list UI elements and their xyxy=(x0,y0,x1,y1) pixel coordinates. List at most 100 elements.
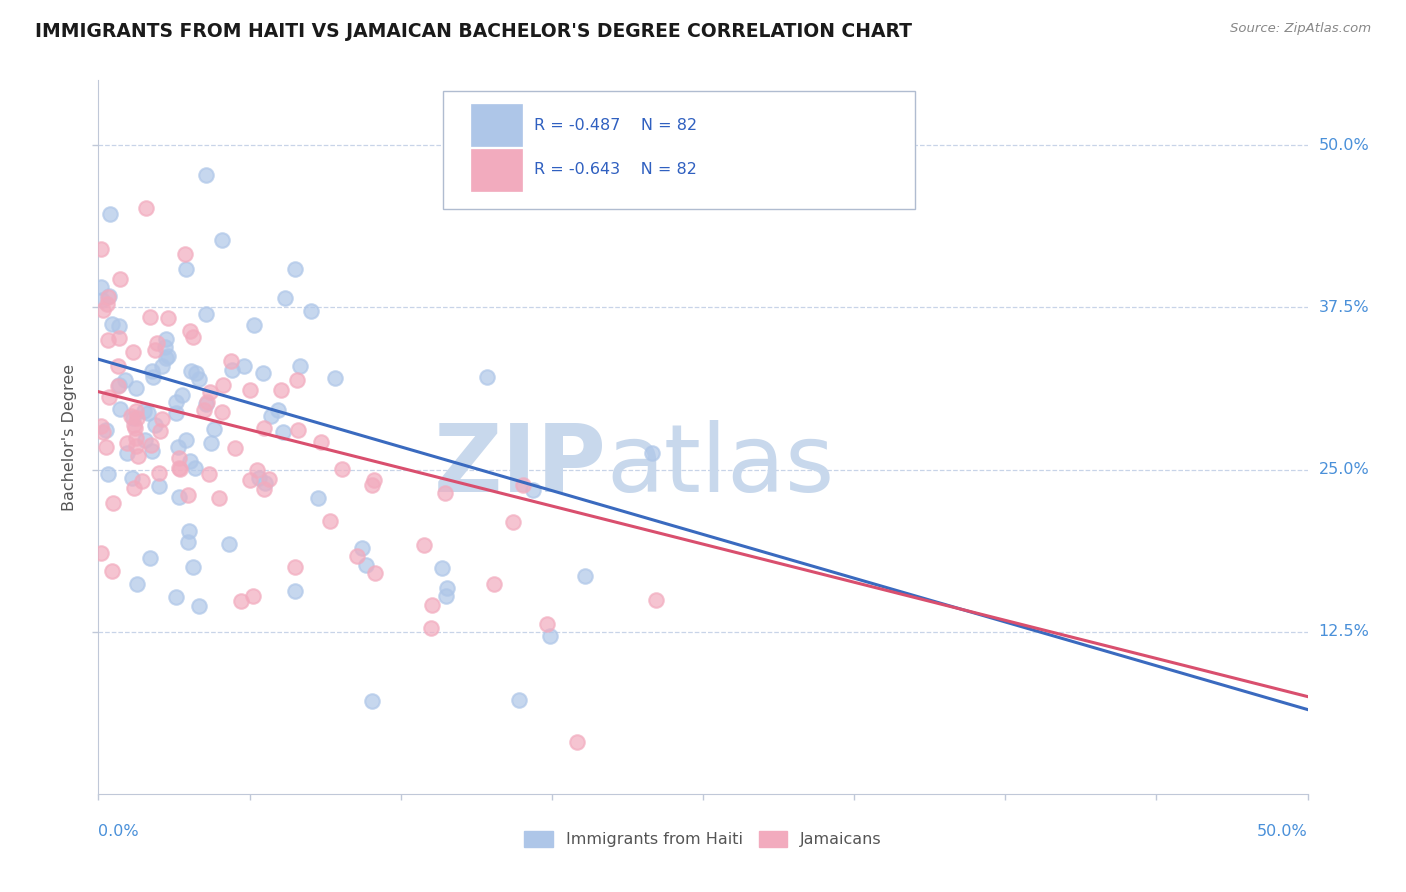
Point xyxy=(195,307,218,321)
Point xyxy=(110,272,132,286)
Point xyxy=(181,330,204,344)
Point xyxy=(180,364,202,378)
Point xyxy=(125,439,148,453)
Point xyxy=(218,536,240,550)
Point xyxy=(271,425,294,439)
Text: ZIP: ZIP xyxy=(433,419,606,512)
Point xyxy=(179,454,201,468)
Point xyxy=(177,524,200,538)
Point xyxy=(114,373,136,387)
Point xyxy=(155,351,177,365)
Point xyxy=(186,366,208,380)
Point xyxy=(98,289,121,303)
Point xyxy=(522,483,544,497)
Point xyxy=(108,401,131,416)
Point xyxy=(91,293,114,307)
Point xyxy=(274,291,297,305)
Text: R = -0.643    N = 82: R = -0.643 N = 82 xyxy=(534,162,696,177)
Point xyxy=(253,421,276,435)
Text: 0.0%: 0.0% xyxy=(98,824,139,839)
Point xyxy=(149,424,172,438)
Point xyxy=(138,310,160,325)
Point xyxy=(211,405,233,419)
Point xyxy=(135,201,157,215)
Point xyxy=(260,409,283,423)
Point xyxy=(202,422,225,436)
Point xyxy=(641,446,664,460)
Point xyxy=(150,412,173,426)
Point xyxy=(124,417,146,432)
FancyBboxPatch shape xyxy=(443,91,915,209)
Point xyxy=(127,449,149,463)
Point xyxy=(121,471,143,485)
Point xyxy=(254,475,277,490)
Point xyxy=(96,423,118,437)
Point xyxy=(242,589,264,603)
Point xyxy=(148,478,170,492)
Text: atlas: atlas xyxy=(606,419,835,512)
Point xyxy=(91,425,114,439)
Point xyxy=(287,423,309,437)
Point xyxy=(108,318,131,333)
Text: 37.5%: 37.5% xyxy=(1319,300,1369,315)
FancyBboxPatch shape xyxy=(471,149,522,191)
Point xyxy=(91,302,114,317)
Point xyxy=(174,247,197,261)
Point xyxy=(148,466,170,480)
Point xyxy=(156,349,179,363)
Point xyxy=(90,546,112,560)
Point xyxy=(125,381,148,395)
Point xyxy=(117,445,139,459)
Point xyxy=(536,617,558,632)
Point xyxy=(108,378,131,392)
Point xyxy=(221,363,243,377)
Point xyxy=(125,403,148,417)
Point xyxy=(257,472,280,486)
Point xyxy=(283,261,305,276)
Point xyxy=(361,478,384,492)
Point xyxy=(139,551,162,566)
Text: 50.0%: 50.0% xyxy=(1257,824,1308,839)
Point xyxy=(436,581,458,595)
Point xyxy=(354,558,377,572)
Point xyxy=(146,336,169,351)
Point xyxy=(96,297,118,311)
Point xyxy=(267,403,290,417)
Point xyxy=(165,406,187,420)
Text: 50.0%: 50.0% xyxy=(1319,137,1369,153)
Point xyxy=(307,491,329,505)
Point xyxy=(233,359,256,373)
Point xyxy=(139,438,162,452)
Point xyxy=(176,535,198,549)
Point xyxy=(512,477,534,491)
Point xyxy=(167,440,190,454)
Point xyxy=(167,460,190,475)
Point xyxy=(177,488,200,502)
Point xyxy=(420,598,443,612)
Legend: Immigrants from Haiti, Jamaicans: Immigrants from Haiti, Jamaicans xyxy=(517,824,889,854)
Point xyxy=(165,591,187,605)
Point xyxy=(208,491,231,505)
Point xyxy=(169,462,191,476)
Point xyxy=(150,359,173,373)
Point xyxy=(127,410,149,425)
Point xyxy=(134,433,156,447)
Point xyxy=(107,378,129,392)
Point xyxy=(141,443,163,458)
Point xyxy=(565,735,588,749)
Point xyxy=(239,473,262,487)
Point xyxy=(433,486,456,500)
Point xyxy=(107,359,129,373)
Point xyxy=(90,280,112,294)
Point xyxy=(124,421,146,435)
Point xyxy=(211,233,233,247)
Point xyxy=(174,433,197,447)
Point xyxy=(156,311,179,326)
Point xyxy=(363,473,385,487)
Point xyxy=(323,371,346,385)
Point xyxy=(219,354,242,368)
Point xyxy=(188,599,211,613)
Point xyxy=(120,409,142,423)
Point xyxy=(101,317,124,331)
Point xyxy=(284,583,307,598)
